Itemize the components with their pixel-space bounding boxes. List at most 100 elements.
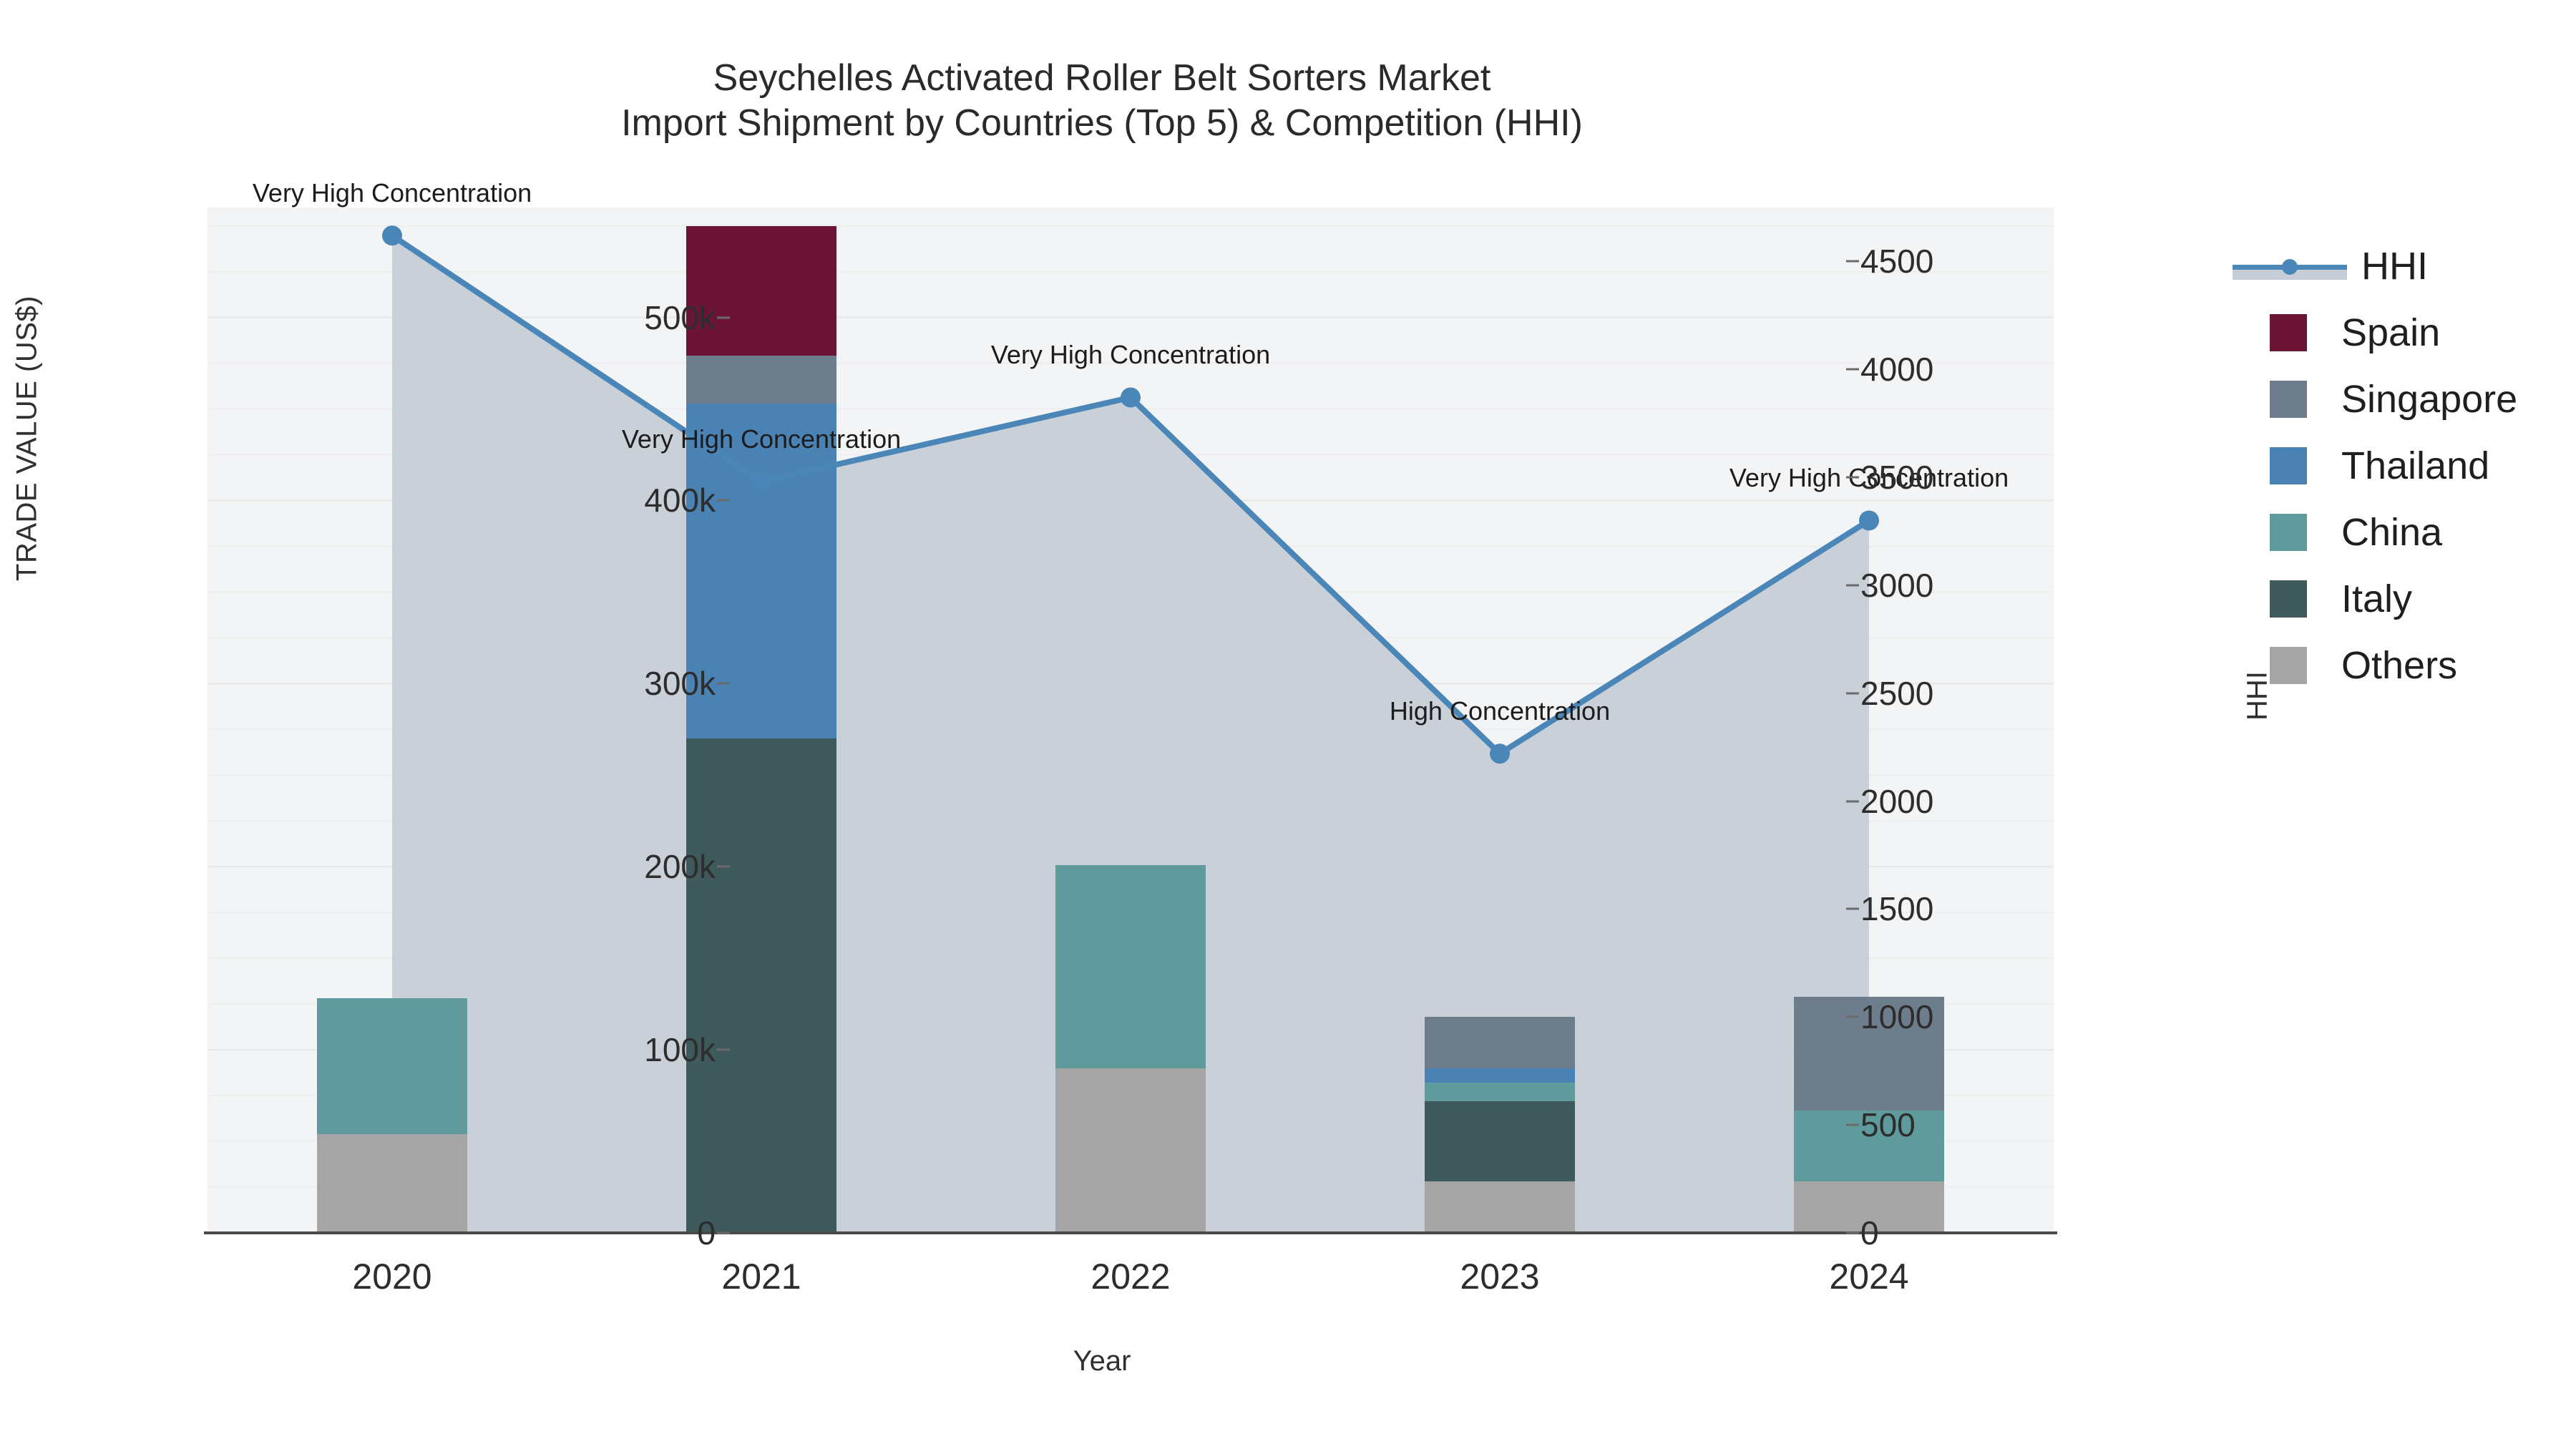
y-axis-right-tick: 2500 [1846,674,2046,713]
x-axis-title: Year [1073,1345,1131,1377]
legend-color-swatch-icon [2270,447,2307,484]
bar-segment-china-2024 [1794,1110,1944,1182]
y-axis-right-tick-mark [1846,1123,1859,1126]
y-axis-right-tick-label: 3000 [1860,566,1934,604]
hhi-annotation-2022: Very High Concentration [990,340,1271,370]
y-axis-left-tick-mark [717,316,730,319]
hhi-marker [751,472,771,492]
y-axis-right-tick-label: 2500 [1860,674,1934,712]
bar-segment-china-2020 [317,998,467,1134]
y-axis-left-tick-mark [717,682,730,685]
legend-item-italy[interactable]: Italy [2233,565,2569,632]
x-axis-tick-2023: 2023 [1460,1257,1540,1297]
y-axis-right-tick: 1500 [1846,889,2046,928]
y-axis-right-tick-mark [1846,800,1859,803]
y-axis-right-tick-label: 1000 [1860,998,1934,1036]
hhi-annotation-2023: High Concentration [1389,696,1611,726]
legend-item-label: Singapore [2341,377,2518,421]
y-axis-left-tick-mark [717,1048,730,1051]
legend-color-swatch-icon [2270,380,2307,418]
chart-title-line1: Seychelles Activated Roller Belt Sorters… [713,57,1491,99]
y-axis-right-tick-mark [1846,692,1859,695]
y-axis-right-tick-label: 2000 [1860,782,1934,820]
y-axis-left-tick: 300k [530,664,730,703]
legend-item-china[interactable]: China [2233,499,2569,565]
y-axis-right-tick-label: 4500 [1860,243,1934,280]
y-axis-right-tick: 4000 [1846,350,2046,389]
y-axis-right-tick: 3500 [1846,458,2046,497]
x-axis-tick-2022: 2022 [1091,1257,1171,1297]
legend-item-label: Italy [2341,577,2413,620]
x-axis-tick-2020: 2020 [352,1257,432,1297]
y-axis-left-tick-mark [717,865,730,868]
chart-title: Seychelles Activated Roller Belt Sorters… [0,56,2204,147]
plot-area: Very High Concentration Very High Concent… [208,178,2054,1233]
legend-item-label: HHI [2361,244,2428,288]
y-axis-left-tick: 400k [530,481,730,519]
y-axis-right-tick-mark [1846,476,1859,479]
legend-color-swatch-icon [2270,580,2307,618]
hhi-annotation-2021: Very High Concentration [621,424,902,454]
y-axis-right-tick-label: 500 [1860,1106,1916,1144]
y-axis-left-tick: 100k [530,1030,730,1069]
legend-item-label: China [2341,510,2443,554]
legend-item-label: Spain [2341,311,2441,354]
legend-item-thailand[interactable]: Thailand [2233,432,2569,499]
chart-title-line2: Import Shipment by Countries (Top 5) & C… [621,102,1583,145]
legend-color-swatch-icon [2270,313,2307,351]
y-axis-right-tick: 4500 [1846,242,2046,280]
bar-segment-italy-2023 [1425,1101,1575,1182]
bar-segment-others-2024 [1794,1181,1944,1233]
y-axis-left-tick-label: 500k [644,298,716,336]
y-axis-right-tick-label: 3500 [1860,459,1934,497]
y-axis-left-tick-label: 0 [697,1214,716,1252]
y-axis-right-tick: 0 [1846,1214,2046,1252]
legend-item-spain[interactable]: Spain [2233,299,2569,366]
y-axis-left-tick: 200k [530,847,730,886]
bar-segment-spain-2021 [686,225,836,356]
bar-segment-others-2022 [1055,1068,1206,1233]
hhi-marker [1490,743,1510,764]
y-axis-right-tick-mark [1846,368,1859,371]
bar-segment-china-2023 [1425,1083,1575,1101]
legend-color-swatch-icon [2270,513,2307,551]
legend-item-label: Others [2341,643,2458,687]
bar-segment-thailand-2021 [686,403,836,739]
y-axis-right-tick-label: 1500 [1860,890,1934,928]
legend-line-marker-icon [2233,248,2347,285]
legend-color-swatch-icon [2270,646,2307,684]
y-axis-right-tick: 500 [1846,1106,2046,1144]
y-axis-left-title: TRADE VALUE (US$) [11,296,43,581]
bar-segment-others-2020 [317,1133,467,1233]
legend-item-others[interactable]: Others [2233,632,2569,698]
x-axis-tick-2021: 2021 [721,1257,801,1297]
hhi-marker [1121,387,1141,408]
legend-item-hhi[interactable]: HHI [2233,233,2569,299]
x-axis-tick-2024: 2024 [1829,1257,1909,1297]
y-axis-right-tick-mark [1846,584,1859,587]
y-axis-right-tick-mark [1846,1015,1859,1018]
y-axis-right-tick-mark [1846,1231,1859,1234]
hhi-annotation-2024: Very High Concentration [1729,463,2009,493]
hhi-marker [382,225,402,246]
y-axis-left-tick-label: 200k [644,848,716,886]
bar-segment-china-2022 [1055,864,1206,1068]
y-axis-left-tick-mark [717,499,730,502]
legend-item-singapore[interactable]: Singapore [2233,366,2569,432]
y-axis-right-tick: 1000 [1846,997,2046,1036]
legend-item-label: Thailand [2341,444,2490,487]
bar-segment-singapore-2024 [1794,996,1944,1111]
y-axis-right-tick: 3000 [1846,566,2046,605]
bar-segment-others-2023 [1425,1181,1575,1233]
y-axis-left-tick-label: 100k [644,1031,716,1069]
y-axis-left-tick-label: 400k [644,482,716,519]
y-axis-left-tick: 0 [530,1214,730,1252]
hhi-marker [1859,510,1879,531]
x-axis-line [204,1231,2057,1234]
legend: HHI Spain Singapore Thailand China Italy Other… [2233,233,2569,698]
y-axis-left-tick-mark [717,1231,730,1234]
bar-segment-singapore-2021 [686,356,836,404]
y-axis-right-tick-label: 4000 [1860,351,1934,389]
hhi-annotation-2020: Very High Concentration [252,178,532,208]
bar-segment-thailand-2023 [1425,1068,1575,1083]
